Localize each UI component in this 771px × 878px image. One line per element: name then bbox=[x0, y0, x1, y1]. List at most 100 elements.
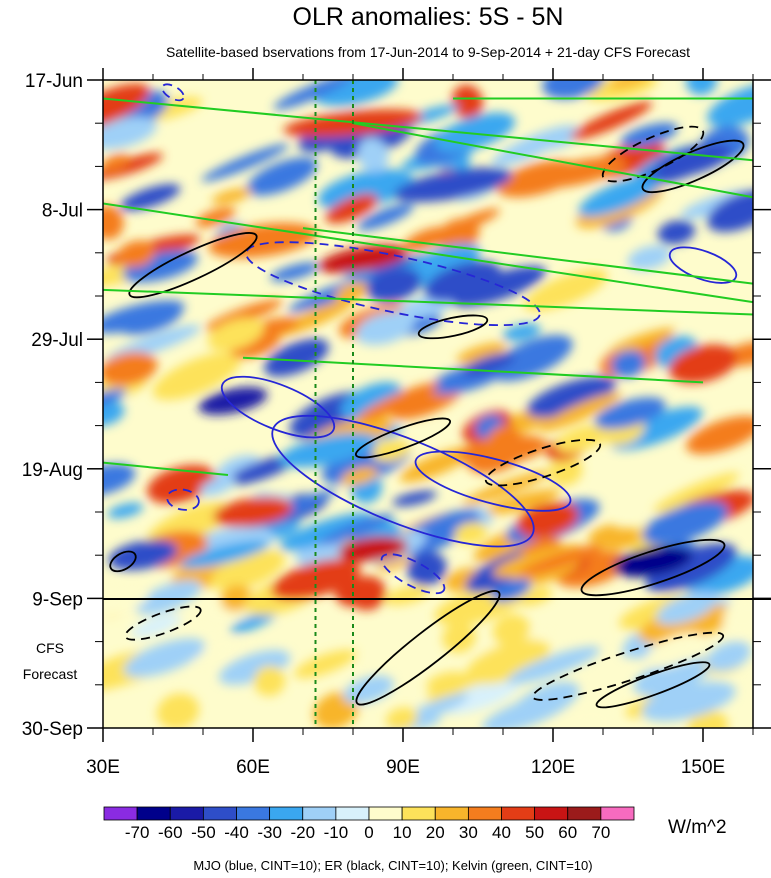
olr-anomaly-patch bbox=[620, 122, 679, 148]
olr-anomaly-patch bbox=[482, 692, 573, 728]
reference-longitude-lines bbox=[314, 80, 354, 728]
olr-anomaly-patch bbox=[343, 675, 394, 704]
colorbar-swatch bbox=[534, 806, 569, 821]
kelvin-contour bbox=[103, 97, 753, 162]
olr-anomaly-patch bbox=[706, 641, 751, 672]
wave-contour bbox=[484, 438, 602, 487]
colorbar-swatch bbox=[368, 806, 403, 821]
olr-anomaly-patch bbox=[211, 188, 252, 205]
wave-contour bbox=[355, 590, 501, 706]
colorbar-label: -30 bbox=[257, 823, 282, 842]
olr-anomaly-patch bbox=[594, 397, 666, 430]
olr-anomaly-patch bbox=[273, 80, 355, 110]
olr-anomaly-patch bbox=[218, 650, 291, 685]
colorbar-swatch bbox=[434, 806, 469, 821]
olr-anomaly-patch bbox=[555, 424, 609, 453]
olr-anomaly-patch bbox=[335, 281, 370, 303]
olr-anomaly-patch bbox=[294, 649, 357, 679]
olr-anomaly-patch bbox=[313, 80, 399, 107]
olr-anomaly-patch bbox=[123, 638, 206, 678]
olr-anomaly-patch bbox=[210, 549, 286, 591]
wave-contour bbox=[354, 417, 452, 459]
colorbar-swatch bbox=[103, 806, 138, 821]
colorbar-swatch bbox=[302, 806, 337, 821]
olr-anomaly-patch bbox=[490, 334, 573, 382]
olr-anomaly-patch bbox=[633, 661, 704, 697]
olr-anomaly-patch bbox=[246, 157, 318, 196]
olr-anomaly-patch bbox=[180, 540, 269, 569]
y-tick-label: 17-Jun bbox=[25, 71, 83, 92]
olr-anomaly-patch bbox=[507, 646, 600, 685]
y-tick-label: 29-Jul bbox=[31, 330, 83, 351]
plot-area bbox=[103, 80, 753, 728]
olr-anomaly-patch bbox=[578, 175, 662, 217]
wave-contour bbox=[128, 232, 258, 299]
olr-anomaly-patch bbox=[456, 342, 507, 364]
wave-contour bbox=[220, 375, 336, 439]
wave-contour bbox=[109, 550, 137, 573]
olr-anomaly-patch bbox=[491, 578, 532, 603]
wave-contour bbox=[166, 488, 200, 511]
olr-anomaly-patch bbox=[103, 98, 134, 115]
olr-anomaly-patch bbox=[399, 446, 475, 483]
x-tick-label: 60E bbox=[236, 757, 270, 778]
olr-anomaly-patch bbox=[318, 244, 408, 274]
olr-anomaly-patch bbox=[642, 501, 729, 545]
olr-anomaly-patch bbox=[502, 323, 541, 342]
colorbar-label: -20 bbox=[290, 823, 315, 842]
time-axis: 17-Jun 8-Jul 29-Jul 19-Aug 9-Sep 30-Sep bbox=[22, 71, 771, 740]
olr-anomaly-patch bbox=[707, 81, 753, 127]
olr-anomaly-patch bbox=[119, 304, 182, 335]
chart-title: OLR anomalies: 5S - 5N bbox=[293, 3, 564, 31]
olr-anomaly-patch bbox=[657, 220, 696, 245]
olr-anomaly-patch bbox=[117, 240, 156, 268]
colorbar-swatch bbox=[269, 806, 304, 821]
olr-anomaly-patch bbox=[103, 205, 124, 240]
olr-anomaly-patch bbox=[103, 589, 149, 619]
olr-anomaly-patch bbox=[462, 470, 550, 506]
wave-contour bbox=[380, 553, 446, 595]
olr-anomaly-patch bbox=[230, 611, 276, 633]
wave-contour bbox=[417, 314, 489, 340]
olr-anomaly-patch bbox=[492, 614, 530, 647]
wave-contour bbox=[124, 605, 202, 641]
colorbar-swatch bbox=[202, 806, 237, 821]
olr-anomaly-patch bbox=[641, 681, 736, 722]
olr-anomaly-patch bbox=[338, 536, 408, 562]
olr-anomaly-patch bbox=[198, 387, 268, 415]
olr-anomaly-patch bbox=[451, 84, 484, 120]
olr-anomaly-patch bbox=[686, 80, 718, 96]
olr-anomaly-patch bbox=[524, 269, 608, 312]
colorbar-label: 30 bbox=[459, 823, 478, 842]
longitude-axis: 30E 60E 90E 120E 150E bbox=[86, 68, 754, 778]
x-tick-label: 150E bbox=[681, 757, 725, 778]
olr-anomaly-patch bbox=[119, 184, 181, 211]
olr-anomaly-patch bbox=[191, 638, 245, 665]
olr-anomaly-patch bbox=[587, 524, 619, 544]
colorbar-unit: W/m^2 bbox=[668, 817, 727, 838]
colorbar-label: -10 bbox=[324, 823, 349, 842]
olr-anomaly-patch bbox=[213, 497, 293, 527]
kelvin-contour bbox=[103, 461, 229, 476]
olr-anomaly-patch bbox=[548, 455, 583, 487]
x-tick-label: 90E bbox=[386, 757, 420, 778]
olr-anomaly-patch bbox=[465, 639, 550, 685]
olr-anomaly-patch bbox=[195, 207, 236, 228]
colorbar-swatch bbox=[236, 806, 271, 821]
olr-anomaly-patch bbox=[357, 137, 389, 173]
y-tick-label: 30-Sep bbox=[22, 719, 83, 740]
olr-anomaly-patch bbox=[687, 709, 729, 728]
olr-anomaly-patch bbox=[366, 267, 422, 303]
wave-contour bbox=[580, 538, 726, 597]
colorbar-label: 10 bbox=[393, 823, 412, 842]
wave-contour bbox=[245, 241, 541, 327]
olr-anomaly-patch bbox=[442, 622, 476, 653]
wave-contour bbox=[668, 246, 738, 284]
colorbar-swatch bbox=[335, 806, 370, 821]
olr-anomaly-patch bbox=[392, 490, 437, 507]
colorbar-swatch bbox=[401, 806, 436, 821]
colorbar-swatch bbox=[169, 806, 204, 821]
wave-contour bbox=[161, 83, 185, 102]
y-tick-label: 19-Aug bbox=[22, 460, 83, 481]
